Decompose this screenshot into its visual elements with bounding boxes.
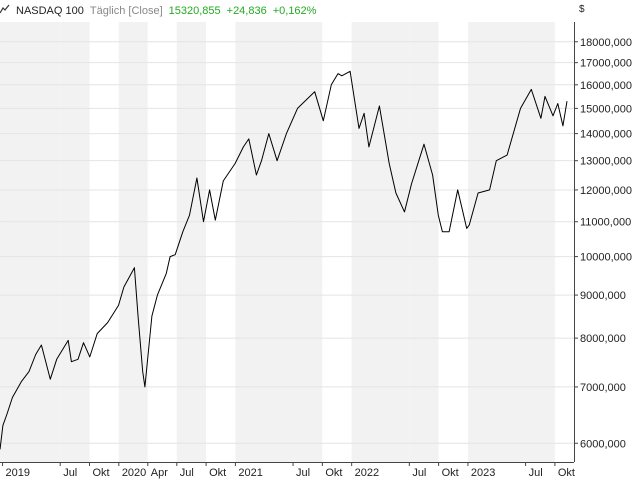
grid-lines: [0, 41, 574, 444]
axes: [0, 22, 575, 463]
x-tick-label: Apr: [151, 467, 168, 479]
x-tick-label: Jul: [296, 467, 310, 479]
x-tick-label: Okt: [442, 467, 459, 479]
x-tick-label: 2023: [471, 467, 495, 479]
chart-header: NASDAQ 100 Täglich [Close] 15320,855 +24,83…: [0, 2, 322, 20]
y-tick-label: 7000,000: [580, 382, 626, 394]
y-tick-label: 11000,000: [580, 217, 631, 229]
period-band: [60, 22, 90, 462]
period-band: [176, 22, 207, 462]
interval-label: Täglich [Close]: [89, 5, 163, 17]
y-tick-label: 18000,000: [580, 37, 632, 49]
y-tick-label: 17000,000: [580, 58, 632, 70]
y-tick-label: 8000,000: [580, 333, 626, 345]
period-band: [235, 22, 294, 462]
series-line: [0, 70, 568, 450]
x-tick-label: Okt: [93, 467, 110, 479]
period-band: [351, 22, 410, 462]
x-tick-label: 2022: [355, 467, 379, 479]
x-tick-label: Jul: [529, 467, 543, 479]
y-tick-label: 14000,000: [580, 129, 632, 141]
y-tick-label: 6000,000: [580, 438, 626, 450]
y-tick-label: 16000,000: [580, 80, 632, 92]
x-tick-label: Jul: [180, 467, 194, 479]
period-band: [147, 22, 177, 462]
y-tick-label: 12000,000: [580, 185, 632, 197]
period-band: [467, 22, 526, 462]
x-tick-label: Okt: [325, 467, 342, 479]
x-tick-label: 2020: [122, 467, 146, 479]
x-tick-label: Jul: [412, 467, 426, 479]
series-layer: [0, 70, 568, 450]
period-band: [438, 22, 468, 462]
y-axis-ticks: 6000,000 7000,000 8000,000 9000,000 10000,00…: [574, 37, 632, 450]
y-tick-label: 9000,000: [580, 290, 626, 302]
period-band: [206, 22, 236, 462]
last-price: 15320,855: [168, 5, 221, 17]
period-band: [0, 22, 3, 462]
line-chart-icon: [0, 2, 10, 20]
period-band: [118, 22, 148, 462]
x-axis-ticks: 2019 Jul Okt 2020 Apr Jul Okt 2021 Jul Okt 2022 Jul…: [2, 462, 575, 479]
period-band: [89, 22, 119, 462]
period-band: [554, 22, 574, 462]
x-tick-label: Okt: [558, 467, 575, 479]
x-tick-label: 2021: [238, 467, 262, 479]
currency-label: $: [579, 4, 585, 15]
x-tick-label: 2019: [6, 467, 30, 479]
y-tick-label: 15000,000: [580, 103, 632, 115]
period-bands: [0, 22, 574, 462]
x-tick-label: Okt: [209, 467, 226, 479]
price-change-pct: +0,162%: [272, 5, 317, 17]
period-band: [2, 22, 61, 462]
period-band: [322, 22, 352, 462]
y-tick-label: 13000,000: [580, 156, 632, 168]
x-tick-label: Jul: [63, 467, 77, 479]
y-tick-label: 10000,000: [580, 252, 632, 264]
instrument-name: NASDAQ 100: [16, 5, 84, 17]
period-band: [409, 22, 439, 462]
period-band: [525, 22, 555, 462]
period-band: [293, 22, 323, 462]
price-change: +24,836: [226, 5, 267, 17]
